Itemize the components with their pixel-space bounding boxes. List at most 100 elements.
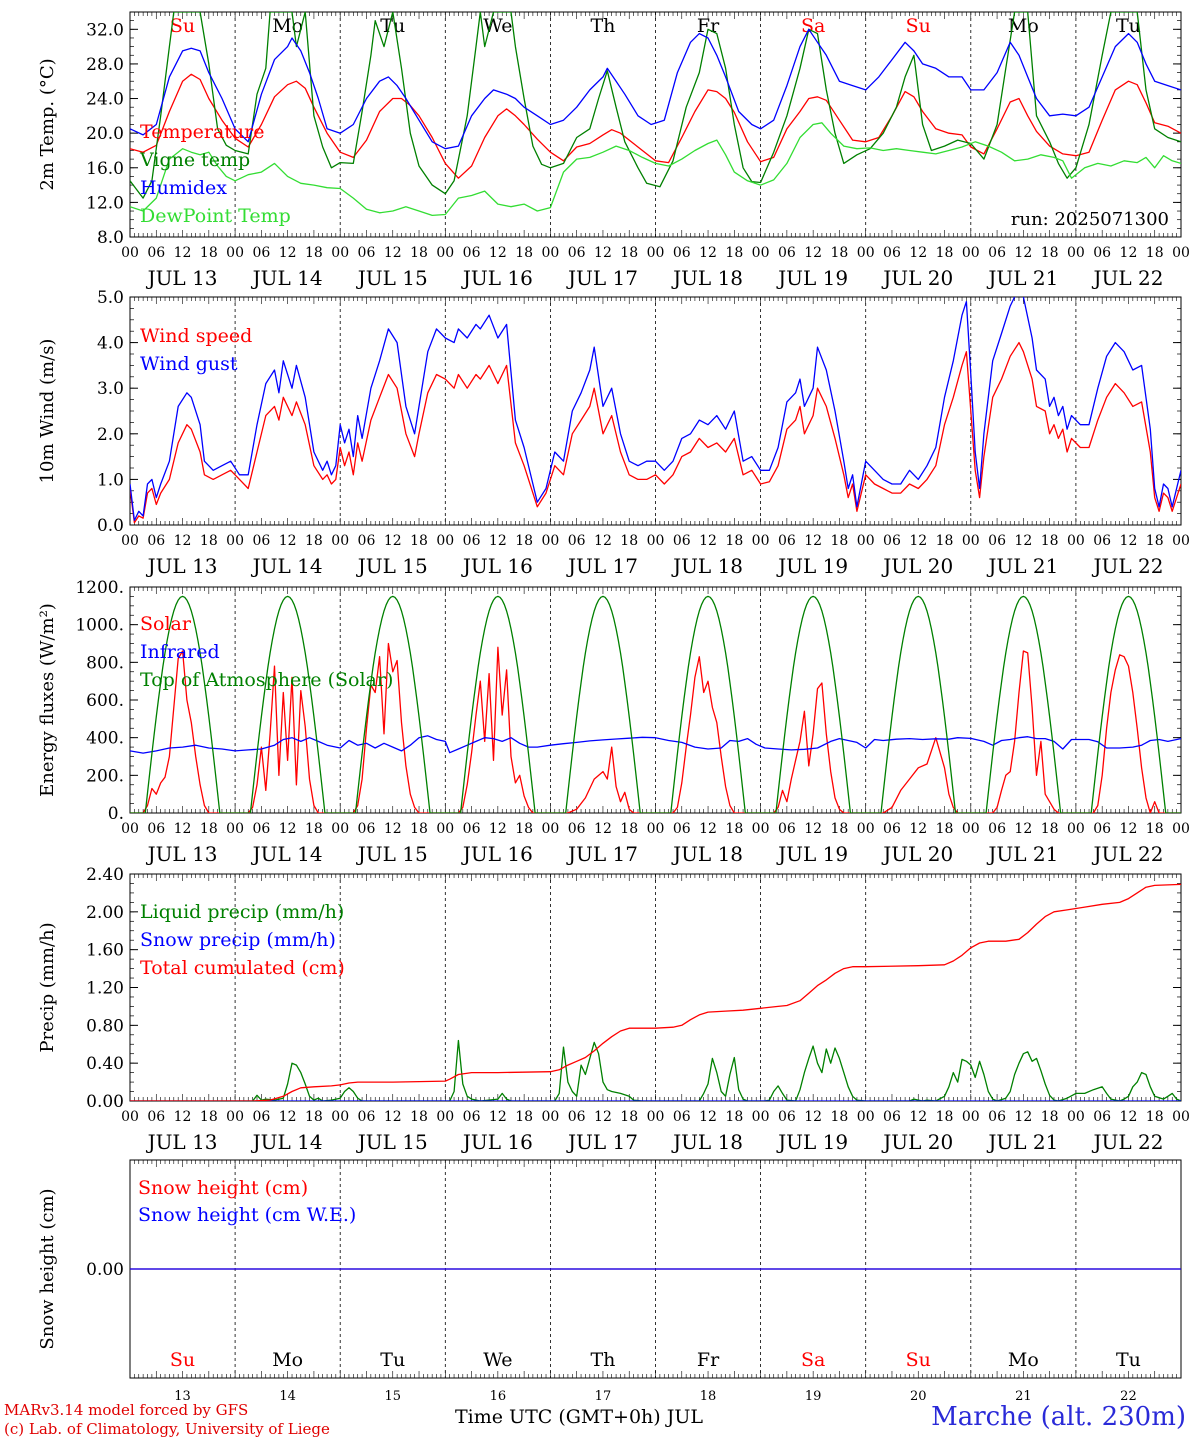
hour-tick-label: 06 bbox=[358, 245, 376, 261]
legend-entry: Infrared bbox=[140, 641, 220, 663]
hour-tick-label: 06 bbox=[673, 245, 691, 261]
hour-tick-label: 00 bbox=[331, 533, 349, 549]
hour-tick-label: 12 bbox=[804, 821, 822, 837]
hour-tick-label: 12 bbox=[489, 245, 507, 261]
y-tick-label: 16.0 bbox=[86, 159, 124, 179]
hour-tick-label: 12 bbox=[699, 1109, 717, 1125]
hour-tick-label: 18 bbox=[725, 821, 743, 837]
y-tick-label: 20.0 bbox=[86, 124, 124, 144]
legend-entry: Solar bbox=[140, 613, 192, 635]
hour-tick-label: 12 bbox=[384, 821, 402, 837]
hour-tick-label: 12 bbox=[1120, 533, 1138, 549]
hour-tick-label: 06 bbox=[1093, 821, 1111, 837]
hour-tick-label: 00 bbox=[226, 821, 244, 837]
hour-tick-label: 18 bbox=[305, 533, 323, 549]
legend-entry: Top of Atmosphere (Solar) bbox=[140, 669, 393, 691]
hour-tick-label: 06 bbox=[463, 821, 481, 837]
hour-tick-label: 18 bbox=[831, 245, 849, 261]
hour-tick-label: 06 bbox=[673, 1109, 691, 1125]
date-label: JUL 15 bbox=[356, 554, 428, 578]
day-number-label: 15 bbox=[384, 1389, 401, 1404]
date-label: JUL 13 bbox=[146, 1130, 218, 1154]
panel-wind: 0.0 1.0 2.0 3.0 4.0 5.0 10m Wind (m/s) 00 06 12 18… bbox=[37, 288, 1190, 578]
hour-tick-label: 12 bbox=[804, 245, 822, 261]
y-axis-title: Snow height (cm) bbox=[37, 1188, 58, 1349]
y-tick-label: 4.0 bbox=[97, 334, 124, 354]
weekday-label: Mo bbox=[272, 15, 303, 37]
date-label: JUL 21 bbox=[986, 266, 1058, 290]
hour-tick-label: 00 bbox=[752, 533, 770, 549]
series-group bbox=[130, 12, 1181, 217]
hour-tick-label: 18 bbox=[1041, 1109, 1059, 1125]
hour-tick-label: 00 bbox=[857, 821, 875, 837]
series-line-wind-gust bbox=[130, 297, 1181, 522]
hour-tick-label: 06 bbox=[252, 245, 270, 261]
weekday-label: Tu bbox=[1116, 15, 1141, 37]
date-label: JUL 20 bbox=[881, 554, 953, 578]
hour-tick-label: 18 bbox=[515, 821, 533, 837]
hour-tick-label: 00 bbox=[1067, 533, 1085, 549]
weekday-label: Sa bbox=[801, 15, 825, 37]
series-group bbox=[130, 595, 1181, 813]
hour-tick-label: 00 bbox=[436, 533, 454, 549]
date-label: JUL 14 bbox=[251, 554, 323, 578]
hour-tick-label: 06 bbox=[988, 245, 1006, 261]
hour-tick-label: 00 bbox=[121, 533, 139, 549]
y-tick-label: 0.0 bbox=[97, 516, 124, 536]
y-tick-label: 0.00 bbox=[86, 1092, 124, 1112]
x-axis-title: Time UTC (GMT+0h) JUL bbox=[455, 1406, 703, 1428]
legend-entry: Vigne temp bbox=[139, 149, 250, 171]
weekday-label: Su bbox=[170, 15, 195, 37]
hour-tick-label: 00 bbox=[647, 821, 665, 837]
legend-entry: Wind gust bbox=[140, 353, 238, 375]
y-tick-label: 400. bbox=[86, 729, 124, 749]
weekday-label: Mo bbox=[1008, 1349, 1039, 1371]
hour-tick-label: 06 bbox=[147, 821, 165, 837]
hour-tick-label: 00 bbox=[331, 245, 349, 261]
hour-tick-label: 12 bbox=[174, 533, 192, 549]
hour-tick-label: 12 bbox=[699, 245, 717, 261]
hour-tick-label: 18 bbox=[831, 1109, 849, 1125]
day-number-label: 17 bbox=[595, 1389, 612, 1404]
hour-tick-label: 00 bbox=[857, 245, 875, 261]
date-label: JUL 13 bbox=[146, 842, 218, 866]
hour-tick-label: 12 bbox=[1120, 821, 1138, 837]
hour-tick-label: 00 bbox=[121, 1109, 139, 1125]
legend-entry: Snow precip (mm/h) bbox=[140, 929, 336, 951]
hour-tick-label: 12 bbox=[489, 533, 507, 549]
hour-tick-label: 00 bbox=[857, 1109, 875, 1125]
date-label: JUL 16 bbox=[461, 1130, 533, 1154]
date-label: JUL 19 bbox=[776, 1130, 848, 1154]
day-number-label: 19 bbox=[805, 1389, 822, 1404]
day-number-label: 21 bbox=[1015, 1389, 1032, 1404]
hour-tick-label: 18 bbox=[831, 533, 849, 549]
hour-tick-label: 12 bbox=[384, 1109, 402, 1125]
hour-tick-label: 12 bbox=[909, 245, 927, 261]
hour-tick-label: 00 bbox=[1067, 245, 1085, 261]
day-number-label: 22 bbox=[1120, 1389, 1137, 1404]
hour-tick-label: 18 bbox=[620, 245, 638, 261]
hour-tick-label: 06 bbox=[883, 821, 901, 837]
hour-tick-label: 12 bbox=[594, 245, 612, 261]
hour-tick-label: 00 bbox=[962, 533, 980, 549]
run-label: run: 2025071300 bbox=[1011, 209, 1169, 230]
hour-tick-label: 06 bbox=[988, 533, 1006, 549]
day-number-label: 13 bbox=[174, 1389, 191, 1404]
hour-tick-label: 00 bbox=[962, 1109, 980, 1125]
hour-tick-label: 06 bbox=[568, 1109, 586, 1125]
hour-tick-label: 06 bbox=[883, 245, 901, 261]
panel-temperature: 8.0 12.0 16.0 20.0 24.0 28.0 32.0 2m Temp. (°C)… bbox=[37, 11, 1190, 290]
hour-tick-label: 00 bbox=[1067, 821, 1085, 837]
hour-tick-label: 12 bbox=[699, 821, 717, 837]
date-label: JUL 22 bbox=[1091, 266, 1163, 290]
date-label: JUL 13 bbox=[146, 266, 218, 290]
date-label: JUL 22 bbox=[1091, 554, 1163, 578]
hour-tick-label: 18 bbox=[1146, 245, 1164, 261]
hour-tick-label: 06 bbox=[673, 533, 691, 549]
hour-tick-label: 00 bbox=[857, 533, 875, 549]
hour-tick-label: 06 bbox=[252, 533, 270, 549]
y-tick-label: 2.40 bbox=[86, 865, 124, 885]
hour-tick-label: 06 bbox=[252, 821, 270, 837]
date-label: JUL 17 bbox=[566, 1130, 638, 1154]
